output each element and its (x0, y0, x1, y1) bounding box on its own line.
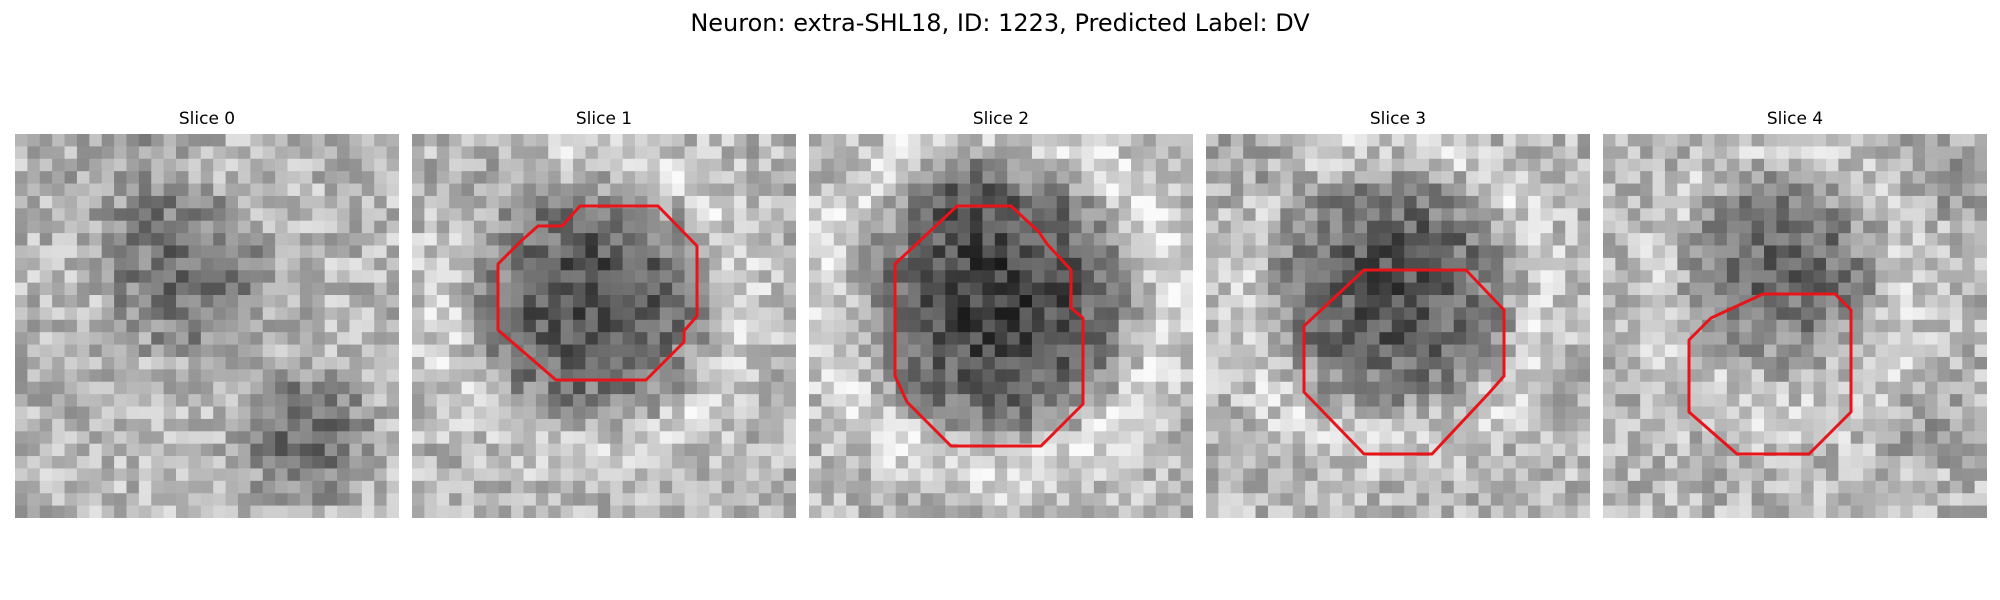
neuron-contour (893, 204, 1085, 448)
slice-image (412, 134, 796, 518)
slice-panel-2: Slice 2 (809, 108, 1193, 518)
slice-panel-4: Slice 4 (1603, 108, 1987, 518)
slice-title: Slice 4 (1766, 109, 1824, 129)
slice-image (809, 134, 1193, 518)
slice-title: Slice 3 (1369, 109, 1427, 129)
slice-panel-1: Slice 1 (412, 108, 796, 518)
slice-title: Slice 1 (575, 109, 633, 129)
slice-title: Slice 0 (178, 109, 236, 129)
slice-image (1603, 134, 1987, 518)
neuron-contour (1302, 268, 1506, 456)
neuron-contour (1687, 292, 1853, 456)
slice-panel-3: Slice 3 (1206, 108, 1590, 518)
slice-image (15, 134, 399, 518)
slice-image (1206, 134, 1590, 518)
slice-panel-0: Slice 0 (15, 108, 399, 518)
slice-title: Slice 2 (972, 109, 1030, 129)
figure-title: Neuron: extra-SHL18, ID: 1223, Predicted… (690, 9, 1310, 37)
neuron-contour (496, 204, 699, 382)
